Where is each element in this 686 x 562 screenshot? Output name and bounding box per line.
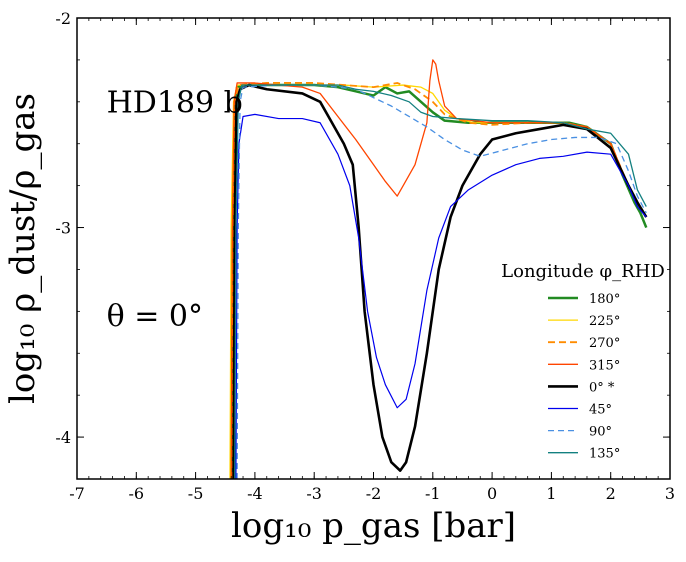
legend-label-1: 225° (589, 314, 620, 329)
series-line-5 (235, 113, 647, 479)
y-axis-title: log₁₀ ρ_dust/ρ_gas (3, 93, 43, 404)
ticks-layer: -7 -6 -5 -4 -3 -2 -1 0 1 2 3 -4 -3 -2 (55, 9, 675, 503)
x-tick-label: -4 (247, 484, 263, 503)
legend-label-6: 90° (589, 425, 612, 440)
annotations-layer: HD189 b θ = 0° (107, 85, 243, 334)
series-line-0 (229, 83, 648, 479)
x-tick-label: -6 (129, 484, 145, 503)
x-tick-label: -5 (188, 484, 204, 503)
legend: Longitude φ_RHD 180° 225° 270° 315° 0° * 45° 90… (501, 261, 665, 462)
legend-label-4: 0° * (589, 380, 615, 395)
x-tick-label: 0 (487, 484, 497, 503)
series-line-4 (232, 83, 648, 479)
x-tick-label: -3 (306, 484, 322, 503)
series-line-6 (236, 84, 647, 479)
series-line-7 (234, 84, 647, 479)
legend-title: Longitude φ_RHD (501, 261, 665, 282)
legend-label-5: 45° (589, 403, 612, 418)
legend-label-0: 180° (589, 292, 620, 307)
series-layer (229, 59, 648, 479)
chart-annotation-0: HD189 b (107, 85, 243, 120)
legend-label-3: 315° (589, 358, 620, 373)
y-tick-label: -4 (55, 428, 71, 447)
legend-label-2: 270° (589, 336, 620, 351)
x-tick-label: -2 (366, 484, 382, 503)
y-tick-label: -2 (55, 9, 71, 28)
x-tick-label: 1 (546, 484, 556, 503)
x-tick-label: 3 (665, 484, 675, 503)
x-tick-label: 2 (606, 484, 616, 503)
chart-annotation-1: θ = 0° (107, 299, 203, 334)
legend-label-7: 135° (589, 447, 620, 462)
x-axis-title: log₁₀ p_gas [bar] (231, 506, 516, 546)
x-tick-label: -7 (69, 484, 85, 503)
y-tick-label: -3 (55, 219, 71, 238)
x-tick-label: -1 (425, 484, 441, 503)
axis-titles: log₁₀ p_gas [bar] log₁₀ ρ_dust/ρ_gas (3, 93, 516, 546)
